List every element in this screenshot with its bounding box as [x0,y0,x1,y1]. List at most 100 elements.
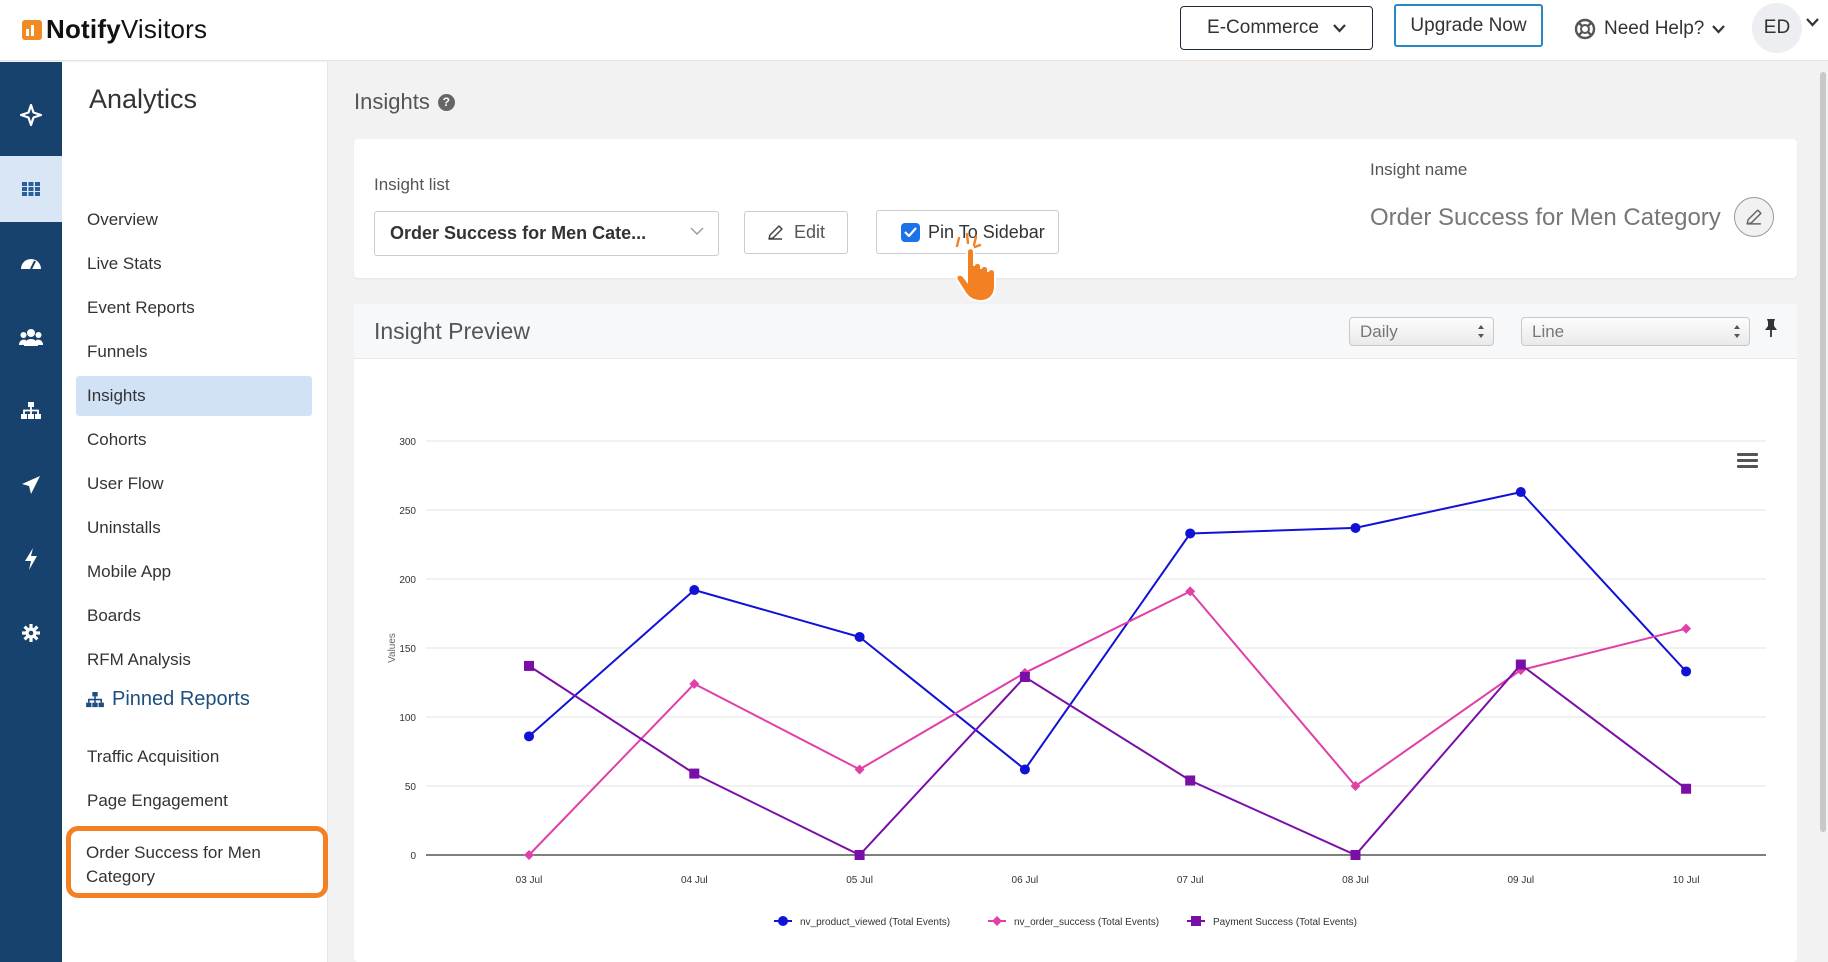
sidebar-item-overview[interactable]: Overview [76,200,312,240]
rail-dashboard[interactable] [0,230,62,296]
y-tick-label: 100 [399,713,416,724]
sidebar-item-label: Order Success for Men Category [86,843,261,886]
sidebar-item-event-reports[interactable]: Event Reports [76,288,312,328]
chart-type-select[interactable]: Line [1521,317,1750,346]
x-tick-label: 10 Jul [1673,875,1700,886]
data-point[interactable] [854,764,865,775]
sidebar-item-uninstalls[interactable]: Uninstalls [76,508,312,548]
rail-sparkle[interactable] [0,82,62,148]
chart-menu-icon[interactable] [1737,459,1758,462]
workspace-dropdown[interactable]: E-Commerce [1180,6,1373,50]
chart-type-value: Line [1532,321,1565,341]
sidebar-item-label: Traffic Acquisition [87,747,220,766]
data-point[interactable] [1515,659,1526,670]
scrollbar-thumb[interactable] [1820,72,1826,832]
need-help-menu[interactable]: Need Help? [1574,14,1726,44]
rail-settings[interactable] [0,600,62,666]
rail-automation[interactable] [0,526,62,592]
series-line-1 [528,491,1687,771]
legend-marker[interactable] [1191,916,1201,926]
data-point[interactable] [854,631,865,642]
legend-item[interactable]: nv_product_viewed (Total Events) [800,917,950,928]
sidebar-item-live-stats[interactable]: Live Stats [76,244,312,284]
legend-marker[interactable] [778,916,788,926]
series-line-3 [528,663,1687,857]
data-point[interactable] [854,850,865,860]
sidebar-item-label: Mobile App [87,562,172,581]
sidebar-item-label: Page Engagement [87,791,228,810]
sidebar-item-traffic-acquisition[interactable]: Traffic Acquisition [76,737,312,777]
sidebar-item-boards[interactable]: Boards [76,596,312,636]
sidebar-item-funnels[interactable]: Funnels [76,332,312,372]
sidebar-title: Analytics [89,84,198,114]
sidebar-item-label: Overview [87,210,158,229]
data-point[interactable] [1019,671,1030,682]
y-tick-label: 50 [405,782,417,793]
checkbox-checked-icon[interactable] [901,222,920,242]
data-point[interactable] [524,731,534,742]
sidebar-item-rfm-analysis[interactable]: RFM Analysis [76,640,312,680]
chevron-down-icon[interactable] [1806,18,1819,27]
data-point[interactable] [1681,783,1692,794]
data-point[interactable] [1681,666,1692,677]
edit-button[interactable]: Edit [744,211,848,254]
chart-menu-icon[interactable] [1737,453,1758,456]
interval-select[interactable]: Daily [1349,317,1494,346]
sidebar-item-cohorts[interactable]: Cohorts [76,420,312,460]
avatar-initials: ED [1763,17,1791,38]
data-point[interactable] [1185,528,1196,539]
upgrade-now-button[interactable]: Upgrade Now [1394,4,1543,47]
logo-text: NotifyVisitors [46,14,208,44]
sidebar-item-page-engagement[interactable]: Page Engagement [76,781,312,821]
rename-insight-button[interactable] [1734,197,1774,237]
notifyvisitors-logo[interactable]: NotifyVisitors [22,14,207,45]
rail-analytics[interactable] [0,156,62,222]
avatar[interactable]: ED [1752,3,1802,53]
data-point[interactable] [1681,623,1692,634]
data-point[interactable] [1350,781,1361,791]
interval-value: Daily [1360,321,1398,341]
data-point[interactable] [1350,850,1361,860]
need-help-label: Need Help? [1604,18,1705,39]
insight-name-label: Insight name [1370,160,1468,179]
legend-marker[interactable] [992,916,1002,926]
bolt-icon [25,548,37,570]
pin-icon[interactable] [1764,318,1778,338]
sidebar-item-label: Cohorts [87,430,147,449]
data-point[interactable] [689,585,700,596]
sidebar-item-insights[interactable]: Insights [76,376,312,416]
grid-icon [22,182,40,196]
chevron-down-icon [690,227,704,235]
data-point[interactable] [1185,775,1196,786]
page-scrollbar[interactable] [1818,62,1828,842]
pencil-icon [1746,209,1762,225]
legend-item[interactable]: nv_order_success (Total Events) [1014,917,1159,928]
data-point[interactable] [1185,586,1196,597]
workspace-label: E-Commerce [1207,17,1319,38]
x-tick-label: 08 Jul [1342,875,1369,886]
data-point[interactable] [1515,665,1526,676]
rail-campaigns[interactable] [0,452,62,518]
sidebar-item-mobile-app[interactable]: Mobile App [76,552,312,592]
data-point[interactable] [524,850,534,860]
rail-sitemap[interactable] [0,378,62,444]
data-point[interactable] [524,660,534,671]
insight-select-value: Order Success for Men Cate... [390,223,647,243]
line-chart: 0 50 100 150 200 250 300 Values 03 Jul 04 Jul 05 J… [387,437,1766,928]
rail-users[interactable] [0,304,62,370]
data-point[interactable] [689,678,700,689]
help-icon[interactable]: ? [437,93,455,111]
preview-title: Insight Preview [374,318,530,344]
sidebar-item-user-flow[interactable]: User Flow [76,464,312,504]
legend-item[interactable]: Payment Success (Total Events) [1213,917,1357,928]
data-point[interactable] [1019,764,1030,775]
sidebar-item-order-success-men-category[interactable]: Order Success for Men Category [66,826,328,898]
sidebar-item-label: Uninstalls [87,518,161,537]
data-point[interactable] [1515,487,1526,498]
chart-menu-icon[interactable] [1737,465,1758,468]
data-point[interactable] [1350,522,1361,533]
x-tick-label: 07 Jul [1177,875,1204,886]
data-point[interactable] [689,768,700,779]
insight-list-select[interactable]: Order Success for Men Cate... [374,211,719,256]
chevron-down-icon [1333,23,1346,33]
